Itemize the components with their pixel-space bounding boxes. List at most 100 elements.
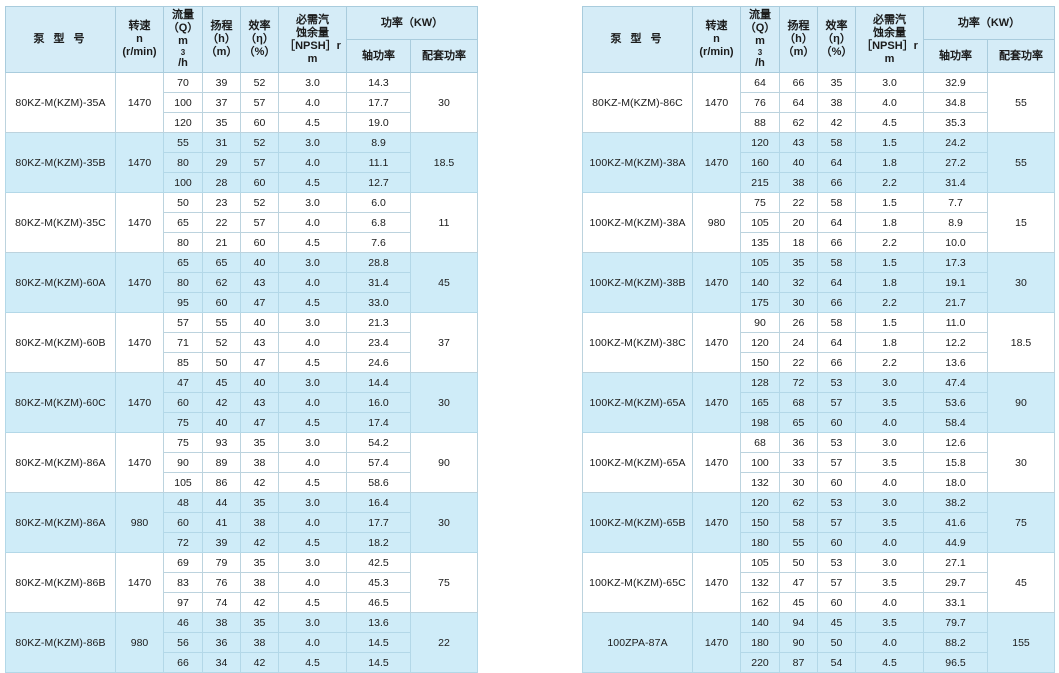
cell-flow: 120 [740, 332, 780, 354]
table-row: 120 24 64 1.8 12.2 [583, 332, 1055, 354]
cell-npsh: 1.5 [855, 192, 924, 214]
cell-npsh: 3.0 [278, 372, 347, 394]
cell-npsh: 2.2 [855, 172, 924, 194]
col-header-speed: 转速 n (r/min) [115, 5, 164, 74]
cell-head: 41 [202, 512, 241, 534]
cell-flow: 128 [740, 372, 780, 394]
cell-efficiency: 47 [240, 352, 279, 374]
col-header-power-group: 功率（KW） [922, 5, 1056, 41]
cell-head: 43 [779, 132, 818, 154]
cell-head: 40 [779, 152, 818, 174]
cell-motor-power: 155 [986, 612, 1056, 673]
cell-flow: 105 [740, 252, 780, 274]
npsh-line-2: 蚀余量 [296, 26, 329, 39]
cell-efficiency: 43 [240, 392, 279, 414]
cell-speed: 1470 [692, 372, 741, 434]
cell-shaft-power: 23.4 [346, 332, 411, 354]
cell-shaft-power: 27.1 [923, 552, 988, 574]
cell-head: 31 [202, 132, 241, 154]
cell-flow: 100 [163, 92, 203, 114]
npsh-line-4: m [884, 52, 895, 65]
col-header-model: 泵 型 号 [5, 5, 116, 74]
cell-flow: 75 [740, 192, 780, 214]
cell-efficiency: 64 [817, 212, 856, 234]
cell-head: 90 [779, 632, 818, 654]
table-header-left: 泵 型 号 转速 n (r/min) 流量 （Q） m 3/h 扬程 （h） （m） 效率 （η… [5, 5, 479, 74]
col-header-speed: 转速 n (r/min) [692, 5, 741, 74]
cell-motor-power: 30 [409, 492, 479, 554]
cell-efficiency: 45 [817, 612, 856, 634]
speed-line-1: 转速 [128, 20, 151, 33]
cell-npsh: 4.0 [855, 632, 924, 654]
cell-efficiency: 58 [817, 132, 856, 154]
table-row: 95 60 47 4.5 33.0 [6, 292, 478, 314]
flow-line-1: 流量 [172, 9, 194, 21]
cell-efficiency: 35 [817, 72, 856, 94]
cell-efficiency: 35 [240, 492, 279, 514]
cell-npsh: 1.8 [855, 212, 924, 234]
cell-npsh: 3.5 [855, 612, 924, 634]
cell-npsh: 4.5 [278, 112, 347, 134]
cell-pump-model: 80KZ-M(KZM)-35B [5, 132, 116, 194]
eff-line-3: （%） [820, 46, 853, 59]
cell-flow: 69 [163, 552, 203, 574]
cell-efficiency: 53 [817, 372, 856, 394]
npsh-line-4: m [307, 52, 318, 65]
table-row: 100KZ-M(KZM)-38A 1470 120 43 58 1.5 24.2 55 [582, 132, 1056, 194]
cell-npsh: 3.0 [855, 552, 924, 574]
cell-flow: 120 [740, 492, 780, 514]
cell-pump-model: 80KZ-M(KZM)-60A [5, 252, 116, 314]
cell-flow: 105 [740, 212, 780, 234]
cell-head: 35 [779, 252, 818, 274]
pump-spec-table-left: 泵 型 号 转速 n (r/min) 流量 （Q） m 3/h 扬程 （h） （m） 效率 （η… [5, 5, 479, 673]
cell-head: 60 [202, 292, 241, 314]
cell-shaft-power: 24.6 [346, 352, 411, 374]
table-row: 72 39 42 4.5 18.2 [6, 532, 478, 554]
eff-line-1: 效率 [825, 20, 848, 33]
cell-npsh: 4.5 [855, 652, 924, 673]
cell-motor-power: 90 [986, 372, 1056, 434]
cell-flow: 180 [740, 632, 780, 654]
cell-efficiency: 53 [817, 432, 856, 454]
table-row: 80KZ-M(KZM)-86B 980 46 38 35 3.0 13.6 22 [5, 612, 479, 673]
cell-motor-power: 30 [409, 372, 479, 434]
cell-pump-model: 80KZ-M(KZM)-60B [5, 312, 116, 374]
cell-npsh: 4.5 [278, 352, 347, 374]
cell-shaft-power: 8.9 [923, 212, 988, 234]
cell-speed: 1470 [115, 372, 164, 434]
cell-speed: 1470 [115, 192, 164, 254]
cell-head: 79 [202, 552, 241, 574]
cell-efficiency: 38 [240, 572, 279, 594]
cell-head: 62 [202, 272, 241, 294]
col-header-npsh: 必需汽 蚀余量 ［NPSH］r m [855, 5, 924, 74]
cell-efficiency: 57 [817, 572, 856, 594]
cell-npsh: 1.5 [855, 312, 924, 334]
cell-npsh: 4.0 [278, 272, 347, 294]
col-header-model: 泵 型 号 [582, 5, 693, 74]
cell-flow: 88 [740, 112, 780, 134]
cell-shaft-power: 31.4 [346, 272, 411, 294]
cell-npsh: 4.5 [278, 652, 347, 673]
cell-flow: 150 [740, 512, 780, 534]
cell-shaft-power: 44.9 [923, 532, 988, 554]
cell-flow: 120 [163, 112, 203, 134]
cell-flow: 56 [163, 632, 203, 654]
cell-head: 62 [779, 112, 818, 134]
cell-npsh: 4.5 [278, 232, 347, 254]
cell-efficiency: 66 [817, 172, 856, 194]
cell-npsh: 1.5 [855, 132, 924, 154]
cell-flow: 47 [163, 372, 203, 394]
cell-speed: 980 [115, 612, 164, 673]
cell-shaft-power: 21.7 [923, 292, 988, 314]
cell-shaft-power: 18.0 [923, 472, 988, 494]
cell-flow: 90 [163, 452, 203, 474]
cell-npsh: 3.0 [278, 492, 347, 514]
cell-shaft-power: 8.9 [346, 132, 411, 154]
table-row: 135 18 66 2.2 10.0 [583, 232, 1055, 254]
cell-efficiency: 42 [817, 112, 856, 134]
table-row: 80KZ-M(KZM)-35C 1470 50 23 52 3.0 6.0 11 [5, 192, 479, 254]
cell-head: 58 [779, 512, 818, 534]
cell-pump-model: 80KZ-M(KZM)-86A [5, 432, 116, 494]
cell-efficiency: 57 [240, 212, 279, 234]
table-row: 100KZ-M(KZM)-38C 1470 90 26 58 1.5 11.0 18.5 [582, 312, 1056, 374]
